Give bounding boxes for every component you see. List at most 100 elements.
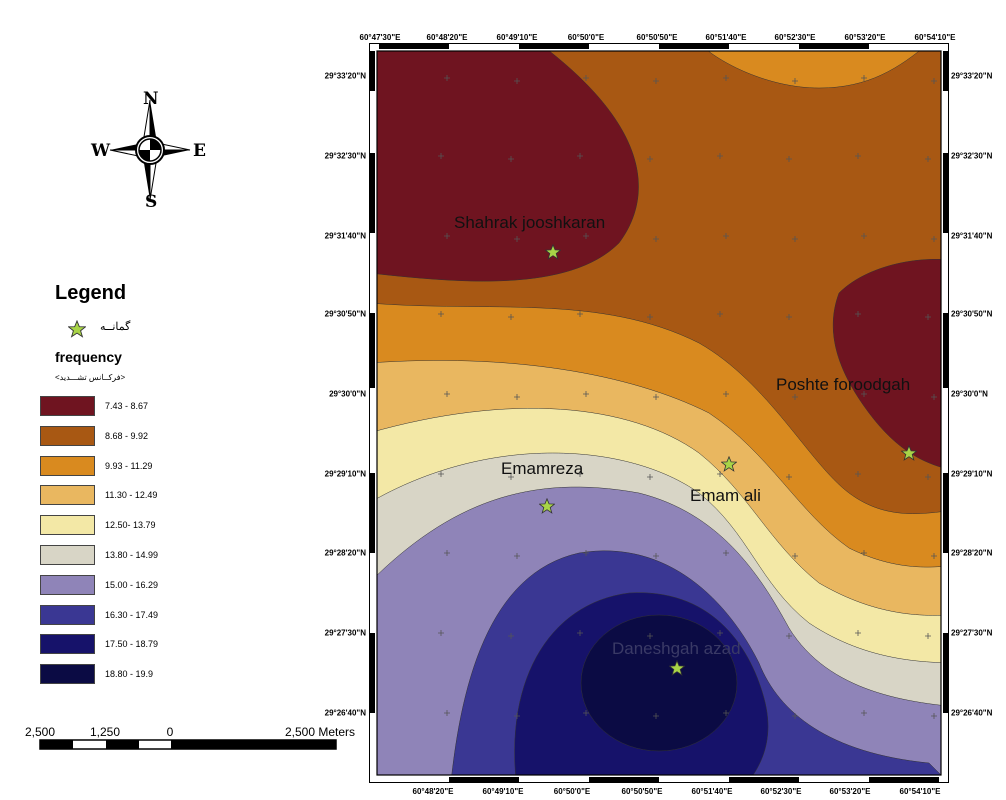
grid-cross xyxy=(931,394,937,400)
legend-class-label: 12.50- 13.79 xyxy=(105,520,156,531)
grid-cross xyxy=(925,156,931,162)
longitude-label-bottom: 60°50'50"E xyxy=(621,787,663,796)
grid-cross xyxy=(861,550,867,556)
frame-segment-bottom xyxy=(869,777,939,783)
place-label-shahrak: Shahrak jooshkaran xyxy=(454,213,606,232)
grid-cross xyxy=(514,236,520,242)
longitude-label-bottom: 60°53'20"E xyxy=(829,787,871,796)
frame-segment-top xyxy=(659,43,729,49)
grid-cross xyxy=(514,78,520,84)
band-18-80 xyxy=(580,614,738,752)
band-9-93-top xyxy=(707,51,920,89)
compass-e: E xyxy=(193,141,206,161)
legend-class-label: 18.80 - 19.9 xyxy=(105,669,154,680)
frame-segment-right xyxy=(943,313,949,388)
grid-cross xyxy=(577,630,583,636)
longitude-label-top: 60°50'50"E xyxy=(636,33,678,42)
grid-cross xyxy=(647,156,653,162)
latitude-label-left: 29°30'0"N xyxy=(329,389,366,399)
latitude-label-left: 29°31'40"N xyxy=(324,231,366,241)
legend-swatch-9 xyxy=(40,664,95,685)
grid-cross xyxy=(792,78,798,84)
grid-cross xyxy=(583,710,589,716)
frame-segment-right xyxy=(943,633,949,713)
place-label-daneshgah: Daneshgah azad xyxy=(612,639,741,658)
legend-class-label: 9.93 - 11.29 xyxy=(105,460,153,471)
grid-cross xyxy=(514,713,520,719)
latitude-label-right: 29°31'40"N xyxy=(951,231,993,241)
grid-cross xyxy=(444,391,450,397)
longitude-label-top: 60°48'20"E xyxy=(426,33,468,42)
legend-marker-label: گمانــه xyxy=(100,321,131,333)
borehole-marker-daneshgah[interactable] xyxy=(669,660,685,676)
legend-swatch-3 xyxy=(40,485,95,506)
grid-cross xyxy=(717,311,723,317)
grid-cross xyxy=(861,710,867,716)
grid-cross xyxy=(647,633,653,639)
north-arrow: N S E W xyxy=(85,85,215,215)
latitude-label-left: 29°27'30"N xyxy=(324,628,366,638)
grid-cross xyxy=(647,474,653,480)
legend-field-subtitle: <فرکــانس تشـــدید> xyxy=(55,373,126,382)
legend-class-label: 11.30 - 12.49 xyxy=(105,490,158,501)
latitude-label-right: 29°33'20"N xyxy=(951,71,993,81)
compass-rose-icon xyxy=(109,99,191,201)
map-frame: Shahrak jooshkaran Poshte foroodgah Emam… xyxy=(369,43,949,783)
grid-cross xyxy=(508,314,514,320)
grid-cross xyxy=(786,633,792,639)
band-7-43-right xyxy=(832,259,941,468)
grid-cross xyxy=(438,630,444,636)
grid-cross xyxy=(786,314,792,320)
latitude-label-left: 29°29'10"N xyxy=(324,469,366,479)
legend-class-label: 17.50 - 18.79 xyxy=(105,639,159,650)
frame-segment-bottom xyxy=(589,777,659,783)
longitude-label-bottom: 60°49'10"E xyxy=(482,787,524,796)
legend-class-label: 13.80 - 14.99 xyxy=(105,550,159,560)
scale-label-zero: 0 xyxy=(166,725,174,739)
place-label-poshte: Poshte foroodgah xyxy=(776,375,911,394)
frame-segment-right xyxy=(943,153,949,233)
grid-cross xyxy=(855,471,861,477)
frame-segment-bottom xyxy=(729,777,799,783)
legend-class-label: 7.43 - 8.67 xyxy=(105,401,149,411)
grid-cross xyxy=(925,314,931,320)
grid-cross xyxy=(508,156,514,162)
legend-class-label: 16.30 - 17.49 xyxy=(105,609,159,620)
grid-cross xyxy=(577,311,583,317)
legend-swatch-4 xyxy=(40,515,95,536)
borehole-marker-emamreza[interactable] xyxy=(539,498,555,514)
borehole-marker-poshte[interactable] xyxy=(901,445,917,461)
legend-class-label: 15.00 - 16.29 xyxy=(105,579,159,590)
grid-cross xyxy=(717,153,723,159)
legend-class-label: 8.68 - 9.92 xyxy=(105,430,149,441)
latitude-label-right: 29°28'20"N xyxy=(951,548,993,558)
frame-segment-top xyxy=(519,43,589,49)
legend-field-title: frequency xyxy=(55,349,122,365)
longitude-label-top: 60°52'30"E xyxy=(774,33,816,42)
grid-cross xyxy=(653,713,659,719)
borehole-marker-emam-ali[interactable] xyxy=(721,456,737,472)
legend-swatch-6 xyxy=(40,574,95,595)
grid-cross xyxy=(508,633,514,639)
grid-cross xyxy=(653,236,659,242)
legend-swatch-5 xyxy=(40,545,95,565)
frame-segment-left xyxy=(369,153,375,233)
grid-cross xyxy=(583,233,589,239)
longitude-label-top: 60°49'10"E xyxy=(496,33,538,42)
grid-cross xyxy=(786,474,792,480)
frame-segment-right xyxy=(943,473,949,553)
grid-cross xyxy=(861,233,867,239)
borehole-marker-shahrak[interactable] xyxy=(545,244,561,260)
grid-cross xyxy=(444,233,450,239)
grid-cross xyxy=(444,550,450,556)
grid-cross xyxy=(786,156,792,162)
longitude-label-top: 60°50'0"E xyxy=(567,33,605,42)
grid-cross xyxy=(723,391,729,397)
legend-swatch-7 xyxy=(40,604,95,625)
grid-cross xyxy=(444,710,450,716)
grid-cross xyxy=(855,630,861,636)
frame-segment-top xyxy=(799,43,869,49)
grid-cross xyxy=(861,75,867,81)
grid-cross xyxy=(444,75,450,81)
place-label-emam-ali: Emam ali xyxy=(690,486,761,505)
